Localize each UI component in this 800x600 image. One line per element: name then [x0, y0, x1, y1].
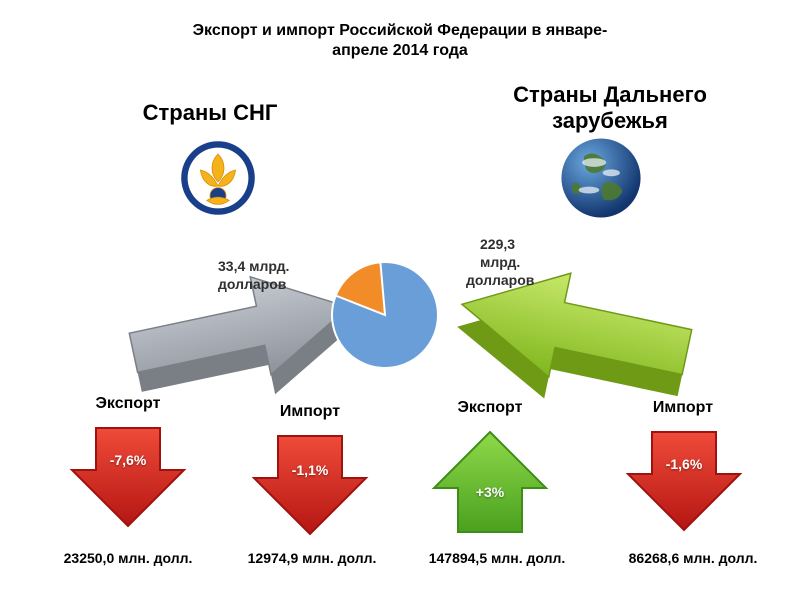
heading-far-line2: зарубежья — [470, 108, 750, 134]
globe-emblem — [558, 135, 644, 226]
right-value-line2: млрд. — [480, 254, 570, 271]
ind-1-pct: -1,1% — [250, 462, 370, 478]
ind-3-arrow — [624, 424, 744, 534]
ind-0-label: Экспорт — [58, 395, 198, 413]
ind-3-footer: 86268,6 млн. долл. — [598, 550, 788, 566]
ind-0-pct: -7,6% — [68, 452, 188, 468]
pie-chart — [330, 260, 440, 370]
ind-2-label: Экспорт — [420, 399, 560, 417]
page-title-line2: апреле 2014 года — [0, 42, 800, 60]
infographic-canvas: Экспорт и импорт Российской Федерации в … — [0, 0, 800, 600]
ind-2-footer: 147894,5 млн. долл. — [402, 550, 592, 566]
ind-0-footer: 23250,0 млн. долл. — [38, 550, 218, 566]
ind-3-pct: -1,6% — [624, 456, 744, 472]
ind-1-arrow — [250, 428, 370, 538]
left-value-line2: долларов — [218, 276, 328, 293]
page-title-line1: Экспорт и импорт Российской Федерации в … — [0, 22, 800, 40]
heading-far-line1: Страны Дальнего — [470, 82, 750, 108]
ind-1-label: Импорт — [240, 403, 380, 421]
left-value-line1: 33,4 млрд. — [218, 258, 328, 275]
ind-3-label: Импорт — [608, 399, 758, 417]
right-value-line3: долларов — [466, 272, 576, 289]
sng-emblem — [178, 138, 258, 223]
ind-2-pct: +3% — [430, 484, 550, 500]
ind-2-arrow — [430, 428, 550, 538]
right-value-line1: 229,3 — [480, 236, 570, 253]
heading-sng: Страны СНГ — [80, 100, 340, 126]
ind-0-arrow — [68, 420, 188, 530]
ind-1-footer: 12974,9 млн. долл. — [222, 550, 402, 566]
